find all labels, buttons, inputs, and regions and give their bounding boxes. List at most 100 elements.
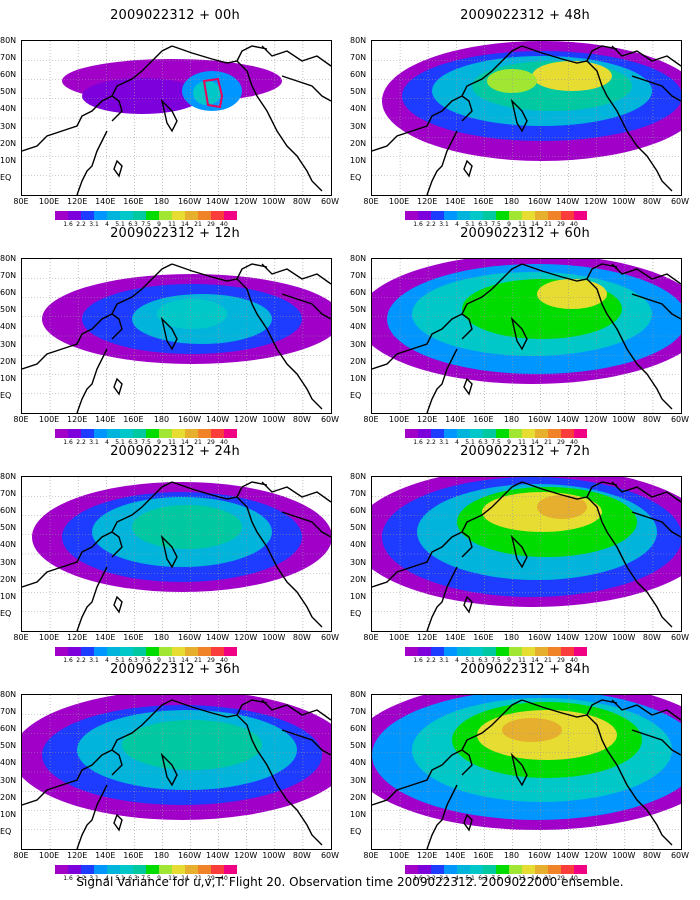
colorbar-label: 11 xyxy=(168,875,176,882)
longitude-label: 120W xyxy=(584,633,608,642)
colorbar-label: 2.2 xyxy=(76,875,86,882)
colorbar-label: 21 xyxy=(194,439,202,446)
longitude-label: 120W xyxy=(234,851,258,860)
latitude-label: 10N xyxy=(350,155,367,165)
longitude-label: 160E xyxy=(473,415,494,424)
longitude-label: 140E xyxy=(445,633,466,642)
colorbar-swatch xyxy=(185,865,198,874)
colorbar-label: 3.1 xyxy=(89,875,99,882)
coastline xyxy=(631,293,681,320)
colorbar-swatch xyxy=(55,865,68,874)
colorbar-swatch xyxy=(483,647,496,656)
latitude-label: 40N xyxy=(350,104,367,114)
colorbar-label: 4 xyxy=(455,657,459,664)
colorbar-label: 11 xyxy=(518,657,526,664)
latitude-label: EQ xyxy=(0,172,12,182)
latitude-label: 30N xyxy=(350,775,367,785)
latitude-label: 30N xyxy=(350,557,367,567)
colorbar-swatch xyxy=(198,865,211,874)
colorbar-swatch xyxy=(483,211,496,220)
longitude-label: 120E xyxy=(67,633,88,642)
coastline xyxy=(463,159,473,178)
colorbar-swatch xyxy=(483,865,496,874)
colorbar-label: 4 xyxy=(105,439,109,446)
colorbar-swatch xyxy=(418,647,431,656)
colorbar-swatch xyxy=(509,211,522,220)
latitude-label: 40N xyxy=(350,540,367,550)
coastline xyxy=(463,595,473,614)
colorbar-label: 1.6 xyxy=(413,875,423,882)
longitude-label: 60W xyxy=(670,415,690,424)
colorbar-label: 6.3 xyxy=(128,657,138,664)
latitude-label: 20N xyxy=(350,574,367,584)
latitude-label: 60N xyxy=(0,506,17,516)
coastline xyxy=(261,699,331,721)
longitude-label: 80E xyxy=(13,633,29,642)
colorbar-label: 9 xyxy=(507,657,511,664)
colorbar-swatch xyxy=(522,647,535,656)
colorbar-swatch xyxy=(444,429,457,438)
colorbar-swatch xyxy=(172,865,185,874)
colorbar-swatch xyxy=(548,211,561,220)
colorbar-swatch xyxy=(107,429,120,438)
colorbar-label: 2.2 xyxy=(76,221,86,228)
longitude-label: 100E xyxy=(388,415,410,424)
colorbar-swatch xyxy=(120,211,133,220)
colorbar-swatch xyxy=(405,647,418,656)
colorbar-label: 4 xyxy=(105,221,109,228)
longitude-label: 160W xyxy=(527,851,552,860)
coastline xyxy=(586,45,618,62)
longitude-label: 80W xyxy=(642,633,661,642)
coastline xyxy=(113,595,123,614)
latitude-label: 30N xyxy=(0,121,17,131)
longitude-label: 180 xyxy=(503,415,520,424)
flight-track-outline xyxy=(202,77,224,109)
colorbar-swatch xyxy=(405,429,418,438)
longitude-label: 80E xyxy=(363,415,379,424)
coastline xyxy=(281,511,331,538)
coastline xyxy=(76,130,108,195)
coastline xyxy=(113,159,123,178)
colorbar-swatch xyxy=(405,211,418,220)
forecast-panel: 2009022312 + 48h 80N 70N 60N 50N 40N 30N 20N 10N… xyxy=(350,0,700,228)
colorbar-swatch xyxy=(55,211,68,220)
colorbar-label: 40 xyxy=(220,439,228,446)
latitude-label: 70N xyxy=(0,489,17,499)
colorbar-swatch xyxy=(68,865,81,874)
coastline xyxy=(281,75,331,102)
colorbar-label: 1.6 xyxy=(63,875,73,882)
colorbar-swatch xyxy=(159,647,172,656)
colorbar-swatch xyxy=(509,647,522,656)
colorbar-label: 7.5 xyxy=(141,439,151,446)
coastline xyxy=(22,699,173,806)
colorbar-swatch xyxy=(68,429,81,438)
colorbar-swatch xyxy=(522,865,535,874)
variance-map xyxy=(372,41,681,195)
variance-map xyxy=(22,259,331,413)
coastline xyxy=(426,130,458,195)
longitude-label: 140E xyxy=(95,633,116,642)
latitude-label: 80N xyxy=(0,690,17,699)
colorbar-label: 5.1 xyxy=(465,875,475,882)
colorbar-label: 2.2 xyxy=(76,439,86,446)
latitude-label: 40N xyxy=(0,104,17,114)
colorbar-label: 40 xyxy=(220,875,228,882)
longitude-label: 120E xyxy=(417,851,438,860)
longitude-label: 120E xyxy=(67,197,88,206)
colorbar-swatch xyxy=(211,211,224,220)
longitude-label: 100W xyxy=(612,415,636,424)
coastline xyxy=(461,95,473,122)
colorbar-label: 14 xyxy=(531,221,539,228)
coastline xyxy=(510,752,528,787)
colorbar-label: 5.1 xyxy=(115,657,125,664)
colorbar-swatch xyxy=(107,865,120,874)
colorbar-label: 21 xyxy=(544,875,552,882)
longitude-label: 80W xyxy=(642,197,661,206)
coastline xyxy=(611,45,681,67)
variance-map xyxy=(372,477,681,631)
longitude-label: 140E xyxy=(445,851,466,860)
coastline xyxy=(372,699,523,806)
coastline xyxy=(631,729,681,756)
colorbar xyxy=(405,647,587,656)
colorbar-swatch xyxy=(120,429,133,438)
